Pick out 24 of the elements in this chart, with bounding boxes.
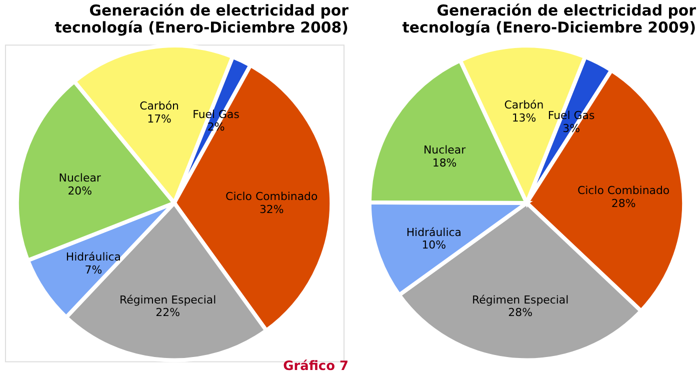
data-label: 13% [512,111,536,124]
slice-label: Carbón [140,100,179,113]
data-label: 32% [259,203,284,216]
data-label: 17% [147,112,172,126]
slice-label: Hidráulica [406,226,462,239]
data-label: 18% [432,156,457,170]
data-label: 20% [68,184,92,198]
slice-label: Ciclo Combinado [226,190,318,204]
slice-label: Carbón [504,98,544,112]
data-label: 28% [508,306,532,320]
slice-label: Régimen Especial [472,293,569,306]
slice-label: Ciclo Combinado [577,184,670,197]
data-label: 2% [207,120,225,134]
data-label: 22% [156,306,180,320]
slice-label: Hidráulica [66,250,121,264]
text: Gráfico 7 [283,359,349,374]
data-label: 10% [422,238,446,252]
chart-title: Generación de electricidad por tecnología (Enero-Diciembre 2009) [402,2,697,37]
data-label: 28% [611,196,636,210]
data-label: 7% [84,263,102,276]
chart-title: Generación de electricidad por tecnología (Enero-Diciembre 2008) [54,2,350,37]
slice-label: Régimen Especial [119,293,216,306]
slice-label: Nuclear [423,143,466,156]
slice-label: Nuclear [58,171,102,184]
